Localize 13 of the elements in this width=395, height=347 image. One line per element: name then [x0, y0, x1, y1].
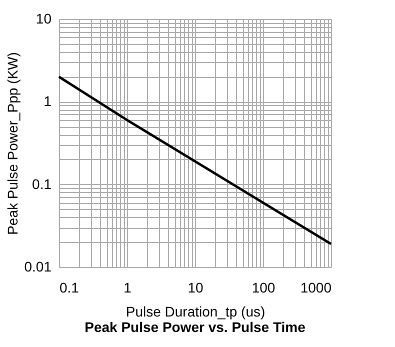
y-tick-label: 0.01 [24, 258, 52, 274]
y-axis-title: Peak Pulse Power_Ppp (KW) [4, 52, 20, 235]
x-tick-label: 100 [252, 280, 276, 296]
y-tick-label: 1 [44, 93, 52, 110]
x-tick-label: 1000 [300, 280, 332, 296]
text: Peak Pulse Power vs. Pulse Time [84, 319, 306, 335]
y-tick-label: 10 [36, 10, 52, 26]
x-tick-label: 10 [188, 280, 204, 296]
x-axis-title: Pulse Duration_tp (us) [126, 304, 266, 320]
x-tick-label: 1 [124, 280, 132, 296]
x-tick-label: 0.1 [60, 280, 80, 296]
y-tick-label: 0.1 [32, 176, 52, 192]
line-series [58, 76, 332, 246]
